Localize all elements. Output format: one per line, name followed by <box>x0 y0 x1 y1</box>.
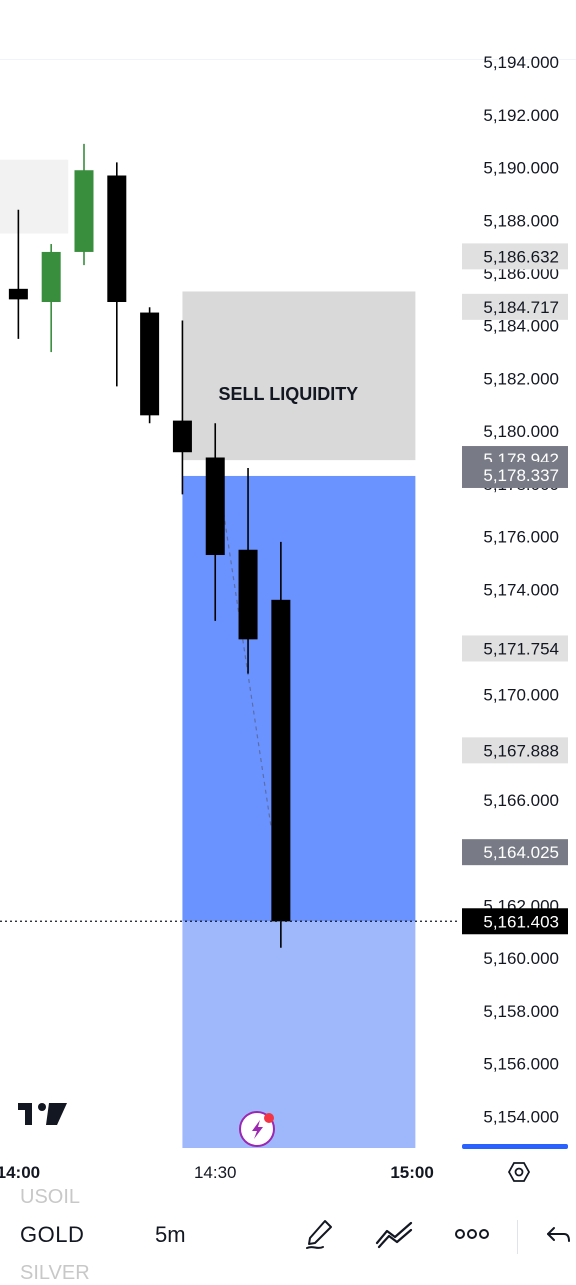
y-tick-label: 5,190.000 <box>483 159 559 178</box>
annotation-sell-liquidity[interactable]: SELL LIQUIDITY <box>219 384 359 404</box>
y-tick-label: 5,154.000 <box>483 1107 559 1126</box>
symbol-prev[interactable]: USOIL <box>20 1186 81 1208</box>
x-tick-label: 14:30 <box>194 1163 237 1182</box>
candle[interactable] <box>140 307 160 424</box>
price-tag-bg <box>462 293 568 320</box>
candle-body <box>172 420 192 453</box>
y-tick-label: 5,192.000 <box>483 106 559 125</box>
y-tick-label: 5,166.000 <box>483 791 559 810</box>
price-tag-label: 5,184.717 <box>483 298 559 317</box>
price-tag-label: 5,164.025 <box>483 843 559 862</box>
price-tag[interactable]: 5,167.888 <box>462 737 568 764</box>
y-tick-label: 5,194.000 <box>483 53 559 72</box>
y-tick-label: 5,158.000 <box>483 1002 559 1021</box>
price-chart[interactable]: SELL LIQUIDITY 5,194.000 5,192.000 5,190.0… <box>0 0 576 1190</box>
axis-settings-icon[interactable] <box>507 1162 531 1182</box>
candle-body <box>8 288 28 300</box>
interval-button[interactable]: 5m <box>155 1222 186 1247</box>
candle-body <box>41 251 61 303</box>
scroll-indicator <box>462 1144 568 1149</box>
candle-body <box>140 312 160 416</box>
price-tag-label: 5,186.632 <box>483 247 559 266</box>
candle[interactable] <box>238 468 258 674</box>
candle-body <box>271 599 291 922</box>
zone-sell-liquidity[interactable] <box>182 291 416 461</box>
price-tag-label: 5,178.337 <box>483 466 559 485</box>
symbol-next[interactable]: SILVER <box>20 1262 90 1284</box>
price-tag-bg <box>462 243 568 270</box>
x-tick-label: 14:00 <box>0 1163 40 1182</box>
y-tick-label: 5,182.000 <box>483 369 559 388</box>
price-tag-label: 5,167.888 <box>483 741 559 760</box>
candle[interactable] <box>74 143 94 266</box>
candle[interactable] <box>271 541 291 948</box>
candle[interactable] <box>205 423 225 621</box>
toolbar-divider <box>517 1220 518 1254</box>
candle[interactable] <box>172 320 192 495</box>
bolt-badge-icon[interactable] <box>239 1111 275 1147</box>
bottom-toolbar: USOIL GOLD SILVER 5m <box>0 1186 576 1284</box>
zone-target-light[interactable] <box>182 921 416 1148</box>
price-tag-bg <box>462 461 568 488</box>
price-tag-label: 5,161.403 <box>483 912 559 931</box>
y-tick-label: 5,160.000 <box>483 949 559 968</box>
top-divider <box>0 59 576 60</box>
candle-body <box>107 175 127 303</box>
y-tick-label: 5,174.000 <box>483 580 559 599</box>
symbol-current[interactable]: GOLD <box>20 1222 85 1247</box>
candle[interactable] <box>41 244 61 353</box>
pen-icon[interactable] <box>300 1214 340 1254</box>
price-tag-bg <box>462 635 568 662</box>
price-tag-label: 5,171.754 <box>483 639 559 658</box>
price-tag[interactable]: 5,186.632 <box>462 243 568 270</box>
price-tag-bg <box>462 737 568 764</box>
tradingview-logo[interactable] <box>18 1103 67 1125</box>
candle-body <box>238 549 258 640</box>
y-tick-label: 5,184.000 <box>483 317 559 336</box>
price-tag-bg <box>462 839 568 866</box>
candle[interactable] <box>107 162 127 387</box>
current-price-tag[interactable]: 5,161.403 <box>462 908 568 935</box>
more-icon[interactable] <box>452 1214 492 1254</box>
candle[interactable] <box>8 209 28 339</box>
price-tag-bg <box>462 908 568 935</box>
y-tick-label: 5,180.000 <box>483 422 559 441</box>
price-tag[interactable]: 5,164.025 <box>462 839 568 866</box>
price-tag[interactable]: 5,171.754 <box>462 635 568 662</box>
y-tick-label: 5,170.000 <box>483 686 559 705</box>
candle-body <box>74 170 94 252</box>
x-tick-label: 15:00 <box>390 1163 433 1182</box>
y-tick-label: 5,188.000 <box>483 211 559 230</box>
candle-body <box>205 457 225 556</box>
price-tag[interactable]: 5,178.337 <box>462 461 568 488</box>
zone-supply[interactable] <box>0 159 69 234</box>
price-tag[interactable]: 5,184.717 <box>462 293 568 320</box>
y-tick-label: 5,156.000 <box>483 1055 559 1074</box>
dashed-trend-line[interactable] <box>214 457 272 827</box>
undo-icon[interactable] <box>542 1214 572 1254</box>
line-tool-icon[interactable] <box>375 1214 415 1254</box>
y-tick-label: 5,176.000 <box>483 528 559 547</box>
